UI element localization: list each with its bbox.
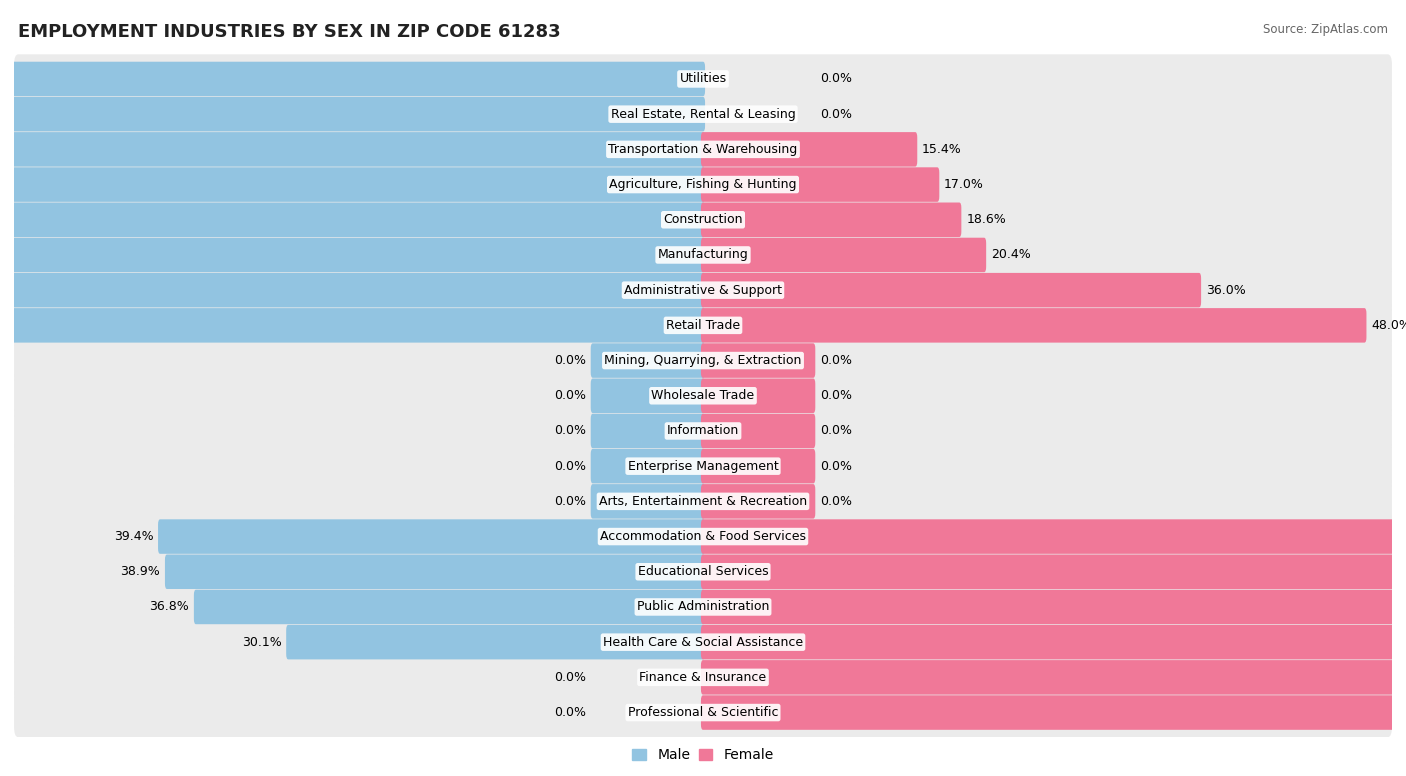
- Text: Agriculture, Fishing & Hunting: Agriculture, Fishing & Hunting: [609, 178, 797, 191]
- FancyBboxPatch shape: [14, 230, 1392, 279]
- FancyBboxPatch shape: [14, 89, 1392, 139]
- FancyBboxPatch shape: [702, 695, 1406, 729]
- Text: Manufacturing: Manufacturing: [658, 248, 748, 262]
- Text: 0.0%: 0.0%: [820, 424, 852, 438]
- FancyBboxPatch shape: [14, 301, 1392, 350]
- FancyBboxPatch shape: [14, 407, 1392, 456]
- Text: Enterprise Management: Enterprise Management: [627, 459, 779, 473]
- FancyBboxPatch shape: [194, 590, 704, 624]
- FancyBboxPatch shape: [702, 555, 1406, 589]
- Text: 0.0%: 0.0%: [554, 706, 586, 719]
- Text: EMPLOYMENT INDUSTRIES BY SEX IN ZIP CODE 61283: EMPLOYMENT INDUSTRIES BY SEX IN ZIP CODE…: [18, 23, 561, 41]
- FancyBboxPatch shape: [14, 547, 1392, 597]
- Text: Educational Services: Educational Services: [638, 565, 768, 578]
- FancyBboxPatch shape: [0, 273, 704, 307]
- FancyBboxPatch shape: [702, 132, 917, 167]
- Text: 48.0%: 48.0%: [1371, 319, 1406, 332]
- Text: 0.0%: 0.0%: [820, 354, 852, 367]
- Text: 0.0%: 0.0%: [820, 108, 852, 120]
- Text: 0.0%: 0.0%: [554, 459, 586, 473]
- Text: Accommodation & Food Services: Accommodation & Food Services: [600, 530, 806, 543]
- FancyBboxPatch shape: [591, 414, 704, 449]
- FancyBboxPatch shape: [702, 519, 1406, 554]
- Text: 0.0%: 0.0%: [554, 495, 586, 508]
- FancyBboxPatch shape: [702, 660, 1406, 695]
- FancyBboxPatch shape: [702, 379, 815, 413]
- Text: 0.0%: 0.0%: [554, 671, 586, 684]
- Text: 39.4%: 39.4%: [114, 530, 153, 543]
- Text: Administrative & Support: Administrative & Support: [624, 284, 782, 296]
- FancyBboxPatch shape: [14, 125, 1392, 174]
- Text: 38.9%: 38.9%: [121, 565, 160, 578]
- FancyBboxPatch shape: [702, 308, 1367, 343]
- Text: Mining, Quarrying, & Extraction: Mining, Quarrying, & Extraction: [605, 354, 801, 367]
- Text: Transportation & Warehousing: Transportation & Warehousing: [609, 143, 797, 156]
- FancyBboxPatch shape: [702, 168, 939, 202]
- FancyBboxPatch shape: [0, 97, 704, 131]
- Text: Source: ZipAtlas.com: Source: ZipAtlas.com: [1263, 23, 1388, 36]
- Text: 0.0%: 0.0%: [554, 390, 586, 402]
- FancyBboxPatch shape: [165, 555, 704, 589]
- FancyBboxPatch shape: [14, 653, 1392, 702]
- Text: 0.0%: 0.0%: [820, 459, 852, 473]
- FancyBboxPatch shape: [591, 484, 704, 518]
- Text: Information: Information: [666, 424, 740, 438]
- Text: 36.8%: 36.8%: [149, 601, 188, 614]
- FancyBboxPatch shape: [14, 54, 1392, 104]
- FancyBboxPatch shape: [14, 195, 1392, 244]
- Text: Professional & Scientific: Professional & Scientific: [627, 706, 779, 719]
- FancyBboxPatch shape: [0, 62, 704, 96]
- Text: 0.0%: 0.0%: [554, 424, 586, 438]
- FancyBboxPatch shape: [591, 449, 704, 483]
- Text: 0.0%: 0.0%: [820, 495, 852, 508]
- Text: 36.0%: 36.0%: [1206, 284, 1246, 296]
- Text: Finance & Insurance: Finance & Insurance: [640, 671, 766, 684]
- Text: 0.0%: 0.0%: [820, 72, 852, 85]
- Text: 0.0%: 0.0%: [820, 390, 852, 402]
- Text: 30.1%: 30.1%: [242, 636, 281, 649]
- Text: 20.4%: 20.4%: [991, 248, 1031, 262]
- FancyBboxPatch shape: [14, 688, 1392, 737]
- FancyBboxPatch shape: [702, 237, 986, 272]
- FancyBboxPatch shape: [0, 203, 704, 237]
- FancyBboxPatch shape: [591, 343, 704, 378]
- Text: Utilities: Utilities: [679, 72, 727, 85]
- FancyBboxPatch shape: [14, 582, 1392, 632]
- FancyBboxPatch shape: [14, 265, 1392, 315]
- FancyBboxPatch shape: [14, 512, 1392, 561]
- Text: Retail Trade: Retail Trade: [666, 319, 740, 332]
- Text: 0.0%: 0.0%: [554, 354, 586, 367]
- FancyBboxPatch shape: [14, 442, 1392, 490]
- Text: Public Administration: Public Administration: [637, 601, 769, 614]
- Text: Wholesale Trade: Wholesale Trade: [651, 390, 755, 402]
- Legend: Male, Female: Male, Female: [627, 743, 779, 767]
- Text: Health Care & Social Assistance: Health Care & Social Assistance: [603, 636, 803, 649]
- FancyBboxPatch shape: [702, 625, 1406, 660]
- Text: 18.6%: 18.6%: [966, 213, 1005, 227]
- FancyBboxPatch shape: [702, 203, 962, 237]
- FancyBboxPatch shape: [0, 237, 704, 272]
- FancyBboxPatch shape: [287, 625, 704, 660]
- FancyBboxPatch shape: [591, 379, 704, 413]
- FancyBboxPatch shape: [14, 618, 1392, 667]
- Text: Arts, Entertainment & Recreation: Arts, Entertainment & Recreation: [599, 495, 807, 508]
- Text: Construction: Construction: [664, 213, 742, 227]
- Text: 17.0%: 17.0%: [945, 178, 984, 191]
- FancyBboxPatch shape: [14, 336, 1392, 385]
- Text: Real Estate, Rental & Leasing: Real Estate, Rental & Leasing: [610, 108, 796, 120]
- FancyBboxPatch shape: [0, 168, 704, 202]
- FancyBboxPatch shape: [702, 484, 815, 518]
- FancyBboxPatch shape: [702, 414, 815, 449]
- FancyBboxPatch shape: [702, 343, 815, 378]
- FancyBboxPatch shape: [0, 308, 704, 343]
- FancyBboxPatch shape: [702, 590, 1406, 624]
- FancyBboxPatch shape: [157, 519, 704, 554]
- FancyBboxPatch shape: [0, 132, 704, 167]
- Text: 15.4%: 15.4%: [922, 143, 962, 156]
- FancyBboxPatch shape: [14, 371, 1392, 421]
- FancyBboxPatch shape: [702, 449, 815, 483]
- FancyBboxPatch shape: [702, 273, 1201, 307]
- FancyBboxPatch shape: [14, 476, 1392, 526]
- FancyBboxPatch shape: [14, 160, 1392, 210]
